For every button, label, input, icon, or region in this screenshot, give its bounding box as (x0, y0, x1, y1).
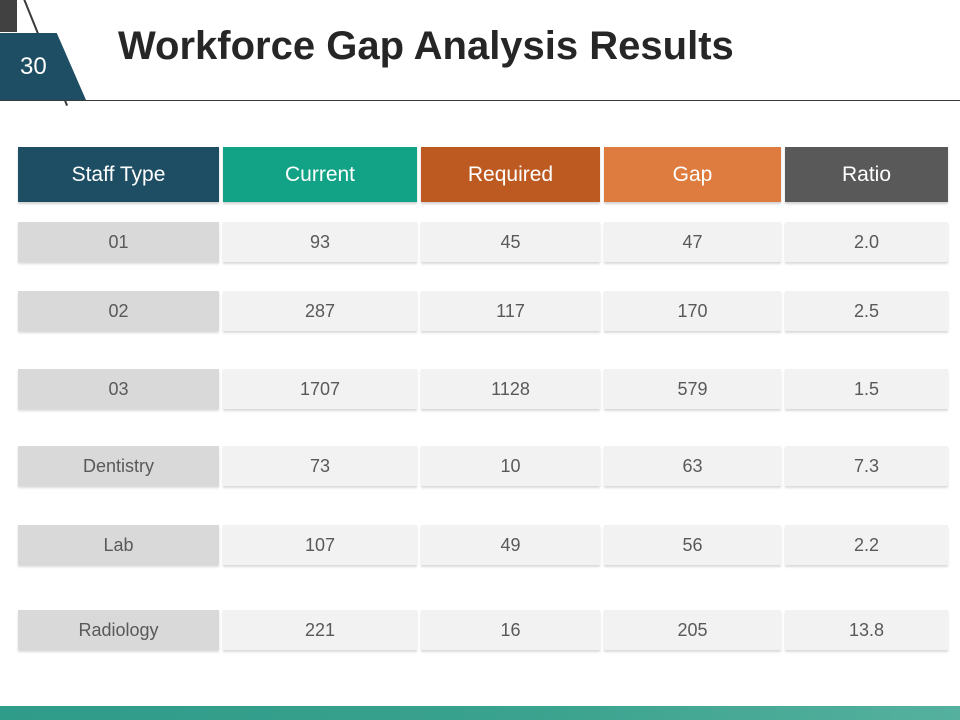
table-row: Lab 107 49 56 2.2 (18, 525, 948, 565)
row-value-cell: 16 (421, 610, 600, 650)
column-header-current: Current (223, 147, 417, 202)
row-value-cell: 2.2 (785, 525, 948, 565)
column-header-gap: Gap (604, 147, 781, 202)
row-value-cell: 10 (421, 446, 600, 486)
row-value-cell: 2.0 (785, 222, 948, 262)
row-label-cell: Radiology (18, 610, 219, 650)
workforce-gap-table: Staff Type Current Required Gap Ratio 01… (18, 147, 948, 657)
row-value-cell: 47 (604, 222, 781, 262)
row-value-cell: 63 (604, 446, 781, 486)
row-value-cell: 221 (223, 610, 417, 650)
row-value-cell: 49 (421, 525, 600, 565)
table-row: 01 93 45 47 2.0 (18, 222, 948, 262)
table-row: 02 287 117 170 2.5 (18, 291, 948, 331)
header-divider-line (0, 100, 960, 101)
row-label-cell: Dentistry (18, 446, 219, 486)
table-header-row: Staff Type Current Required Gap Ratio (18, 147, 948, 202)
column-header-staff-type: Staff Type (18, 147, 219, 202)
row-value-cell: 56 (604, 525, 781, 565)
row-value-cell: 287 (223, 291, 417, 331)
row-label-cell: 01 (18, 222, 219, 262)
row-value-cell: 1128 (421, 369, 600, 409)
column-header-ratio: Ratio (785, 147, 948, 202)
table-row: Radiology 221 16 205 13.8 (18, 610, 948, 650)
row-value-cell: 7.3 (785, 446, 948, 486)
row-value-cell: 45 (421, 222, 600, 262)
row-value-cell: 13.8 (785, 610, 948, 650)
row-label-cell: Lab (18, 525, 219, 565)
page-number: 30 (20, 52, 47, 80)
row-value-cell: 117 (421, 291, 600, 331)
slide-title: Workforce Gap Analysis Results (118, 24, 734, 68)
row-value-cell: 170 (604, 291, 781, 331)
footer-accent-bar (0, 706, 960, 720)
row-label-cell: 02 (18, 291, 219, 331)
row-value-cell: 2.5 (785, 291, 948, 331)
row-value-cell: 579 (604, 369, 781, 409)
corner-accent-square (0, 0, 17, 32)
row-value-cell: 205 (604, 610, 781, 650)
row-label-cell: 03 (18, 369, 219, 409)
page-number-badge: 30 (0, 33, 86, 100)
row-value-cell: 1.5 (785, 369, 948, 409)
table-row: 03 1707 1128 579 1.5 (18, 369, 948, 409)
row-value-cell: 73 (223, 446, 417, 486)
row-value-cell: 107 (223, 525, 417, 565)
row-value-cell: 1707 (223, 369, 417, 409)
column-header-required: Required (421, 147, 600, 202)
row-value-cell: 93 (223, 222, 417, 262)
table-row: Dentistry 73 10 63 7.3 (18, 446, 948, 486)
